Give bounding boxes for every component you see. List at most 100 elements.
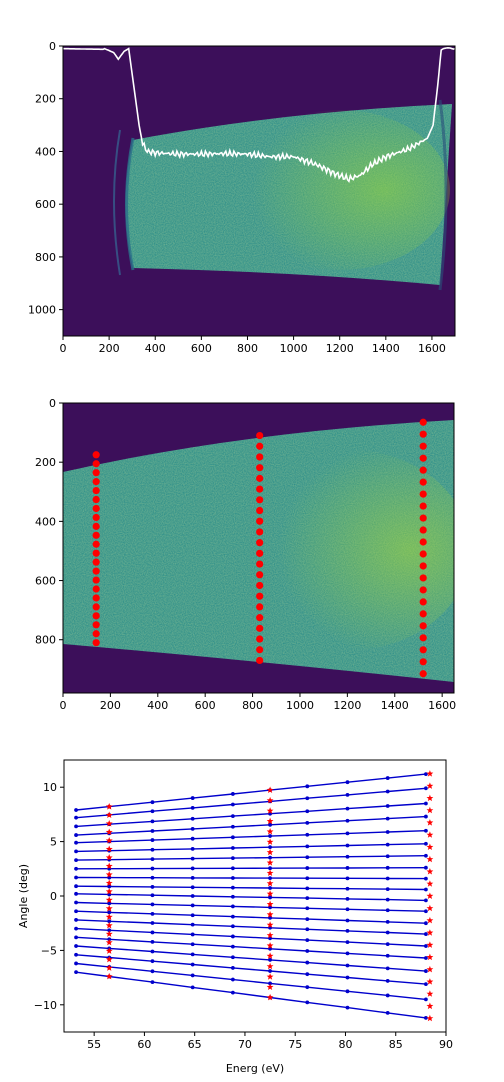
- x-tick-label: 90: [439, 1038, 453, 1051]
- series-point: [74, 961, 78, 966]
- series-point: [74, 866, 78, 871]
- series-point: [385, 876, 390, 881]
- series-point: [150, 857, 155, 862]
- y-tick-label: 400: [35, 145, 56, 158]
- sample-point: [256, 539, 264, 547]
- sample-point: [92, 612, 100, 620]
- series-line: [76, 815, 426, 836]
- star-marker: [266, 848, 274, 856]
- series-point: [107, 910, 112, 915]
- series-point: [423, 909, 428, 914]
- edge-arc-outer: [113, 129, 121, 276]
- series-point: [74, 840, 78, 845]
- series-point: [385, 908, 390, 913]
- series-line: [76, 936, 426, 959]
- series-point: [150, 930, 155, 935]
- star-marker: [426, 990, 434, 997]
- sample-point: [256, 592, 264, 600]
- series-point: [190, 952, 195, 957]
- sample-point: [92, 504, 100, 513]
- series-point: [305, 972, 310, 977]
- series-point: [150, 959, 155, 964]
- star-marker: [105, 837, 113, 844]
- series-point: [150, 885, 155, 889]
- sample-point: [92, 451, 100, 459]
- intensity-profile-line: [63, 46, 455, 184]
- sample-point: [256, 635, 264, 643]
- star-marker: [105, 964, 113, 971]
- star-marker: [105, 896, 113, 903]
- series-point: [74, 891, 78, 896]
- series-point: [423, 841, 428, 846]
- sample-point: [92, 540, 100, 548]
- series-point: [423, 828, 428, 833]
- sample-point: [256, 549, 264, 557]
- series-point: [385, 930, 390, 935]
- series-point: [190, 856, 195, 861]
- sample-point: [92, 567, 100, 575]
- series-point: [345, 806, 350, 811]
- star-marker: [426, 1002, 434, 1010]
- x-tick-label: 600: [191, 342, 212, 355]
- series-point: [268, 958, 272, 962]
- series-point: [190, 827, 195, 831]
- sample-point: [256, 560, 264, 568]
- series-point: [230, 990, 235, 995]
- series-point: [305, 985, 310, 990]
- sample-point: [419, 574, 427, 582]
- y-tick-label: −10: [34, 999, 57, 1012]
- series-point: [345, 975, 350, 980]
- sample-point: [92, 460, 100, 468]
- series-point: [305, 866, 310, 870]
- series-point: [305, 938, 310, 943]
- sample-point: [419, 442, 427, 450]
- sample-point: [256, 453, 264, 461]
- series-line: [76, 843, 426, 853]
- series-line: [76, 885, 426, 891]
- series-point: [305, 855, 310, 860]
- series-point: [385, 865, 390, 870]
- series-point: [423, 956, 428, 960]
- sample-point: [256, 485, 264, 493]
- series-line: [76, 830, 426, 844]
- star-marker: [105, 905, 113, 912]
- star-marker: [426, 770, 434, 777]
- series-point: [74, 909, 78, 914]
- series-point: [150, 809, 155, 814]
- star-marker: [105, 938, 113, 946]
- star-marker: [426, 953, 434, 961]
- x-tick-label: 80: [338, 1038, 352, 1051]
- star-marker: [426, 855, 434, 863]
- sample-point: [256, 442, 264, 450]
- series-point: [385, 789, 390, 794]
- series-point: [190, 885, 195, 890]
- series-point: [74, 815, 78, 820]
- star-marker: [266, 807, 274, 814]
- star-marker: [266, 942, 274, 949]
- x-tick-label: 400: [147, 699, 168, 712]
- star-marker: [105, 913, 113, 920]
- sample-points: [92, 418, 427, 678]
- series-point: [423, 982, 428, 987]
- series-point: [190, 903, 195, 908]
- x-axis-ticks: 0 200 400 600 800 1000 1200 1400 1600: [60, 693, 456, 712]
- series-point: [268, 895, 272, 900]
- star-marker: [105, 820, 113, 827]
- star-marker: [105, 854, 113, 861]
- series-point: [305, 832, 310, 837]
- y-tick-label: 200: [35, 456, 56, 469]
- y-tick-label: 800: [35, 251, 56, 264]
- series-point: [74, 935, 78, 940]
- x-tick-label: 1600: [418, 342, 446, 355]
- x-tick-label: 1200: [326, 342, 354, 355]
- series-line: [76, 773, 426, 811]
- series-point: [423, 876, 428, 881]
- sample-point: [419, 562, 427, 570]
- sample-point: [419, 658, 427, 666]
- sample-point: [256, 431, 264, 440]
- series-point: [305, 876, 310, 881]
- x-tick-label: 75: [288, 1038, 302, 1051]
- series-point: [305, 820, 310, 825]
- sample-point: [419, 526, 427, 534]
- series-point: [305, 796, 310, 801]
